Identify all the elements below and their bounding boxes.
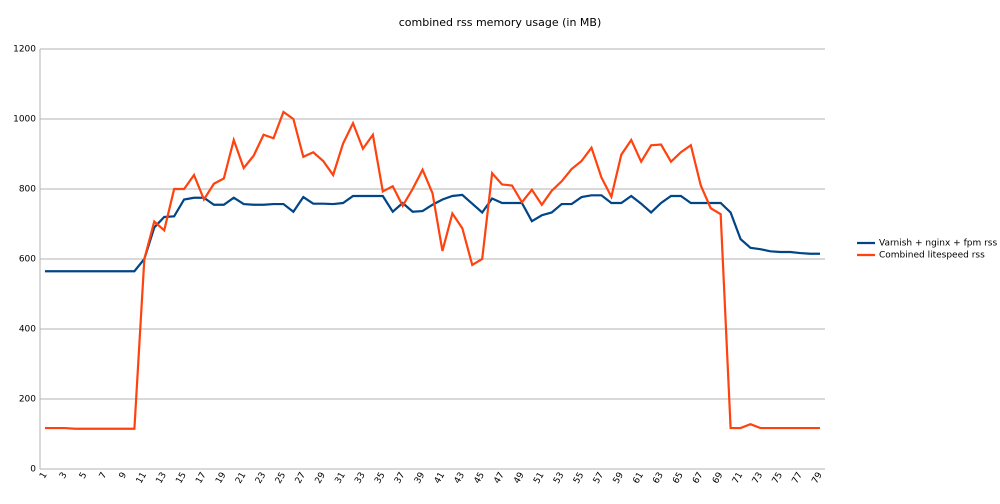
x-tick-label: 31	[333, 471, 347, 486]
x-tick-label: 21	[234, 471, 248, 486]
x-tick-label: 57	[592, 471, 606, 486]
x-tick-label: 43	[453, 471, 467, 486]
x-tick-label: 3	[58, 471, 70, 481]
legend-label: Combined litespeed rss	[879, 251, 985, 261]
y-tick-label: 400	[19, 325, 36, 335]
x-tick-label: 55	[572, 471, 586, 486]
y-tick-label: 800	[19, 185, 36, 195]
x-tick-label: 71	[731, 471, 745, 486]
x-tick-label: 63	[651, 471, 665, 486]
x-tick-label: 41	[433, 471, 447, 486]
x-tick-label: 13	[155, 471, 169, 486]
y-tick-label: 200	[19, 395, 36, 405]
x-tick-label: 25	[274, 471, 288, 486]
x-tick-label: 33	[353, 471, 367, 486]
x-tick-label: 27	[294, 471, 308, 486]
data-line	[44, 110, 821, 430]
x-tick-label: 67	[691, 471, 705, 486]
chart-title: combined rss memory usage (in MB)	[399, 16, 602, 29]
x-tick-label: 45	[473, 471, 487, 486]
x-tick-label: 77	[791, 471, 805, 486]
x-tick-label: 1	[38, 471, 50, 481]
data-line	[44, 193, 821, 273]
x-tick-label: 65	[671, 471, 685, 486]
x-tick-label: 51	[532, 471, 546, 486]
x-tick-label: 15	[174, 471, 188, 486]
x-tick-label: 7	[98, 471, 110, 481]
x-tick-label: 47	[492, 471, 506, 486]
x-tick-label: 53	[552, 471, 566, 486]
x-tick-label: 75	[771, 471, 785, 486]
x-tick-label: 17	[194, 471, 208, 486]
x-tick-label: 37	[393, 471, 407, 486]
y-tick-label: 600	[19, 255, 36, 265]
y-tick-label: 1200	[13, 45, 36, 55]
y-tick-label: 1000	[13, 115, 36, 125]
x-tick-label: 35	[373, 471, 387, 486]
x-tick-label: 23	[254, 471, 268, 486]
x-tick-label: 11	[135, 471, 149, 486]
x-tick-label: 5	[78, 471, 90, 481]
legend-label: Varnish + nginx + fpm rss	[879, 239, 997, 249]
x-tick-label: 61	[632, 471, 646, 486]
y-tick-label: 0	[30, 465, 36, 475]
x-tick-label: 9	[118, 471, 130, 481]
x-tick-label: 73	[751, 471, 765, 486]
